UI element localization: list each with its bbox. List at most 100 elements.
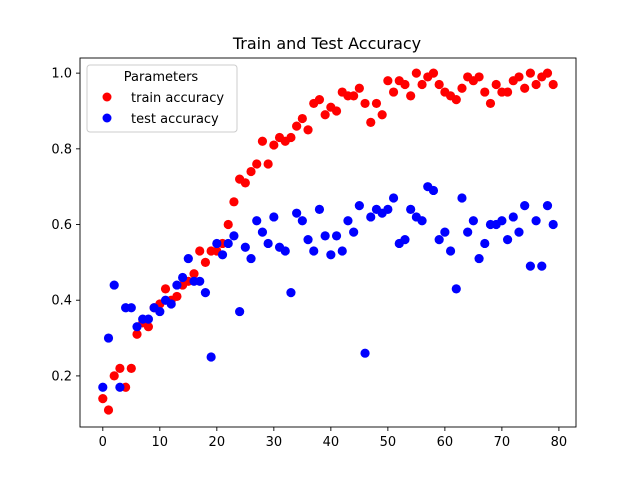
train-accuracy-point	[514, 72, 524, 82]
test-accuracy-point	[172, 280, 182, 290]
test-accuracy-point	[286, 288, 296, 298]
test-accuracy-point	[531, 216, 541, 226]
test-accuracy-point	[297, 216, 307, 226]
train-accuracy-point	[354, 83, 364, 93]
test-accuracy-point	[366, 212, 376, 222]
train-accuracy-point	[360, 98, 370, 109]
test-accuracy-point	[360, 348, 370, 358]
test-accuracy-point	[292, 208, 302, 218]
train-accuracy-point	[388, 87, 399, 97]
test-accuracy-point	[263, 238, 273, 249]
train-accuracy-point	[366, 117, 376, 127]
test-accuracy-point	[115, 382, 125, 392]
test-accuracy-point	[246, 253, 256, 264]
test-accuracy-point	[468, 216, 478, 226]
test-accuracy-point	[400, 235, 410, 245]
train-accuracy-point	[525, 68, 535, 78]
train-accuracy-point	[98, 394, 108, 404]
test-accuracy-point	[98, 382, 108, 392]
x-tick-label: 40	[323, 435, 340, 450]
train-accuracy-point	[520, 83, 530, 93]
test-accuracy-point	[212, 238, 222, 249]
test-accuracy-point	[480, 238, 490, 249]
test-accuracy-point	[349, 227, 359, 237]
test-accuracy-point	[126, 303, 136, 313]
train-accuracy-point	[103, 405, 114, 415]
train-accuracy-point	[195, 246, 205, 256]
test-accuracy-point	[143, 314, 154, 324]
test-accuracy-point	[445, 246, 456, 256]
train-accuracy-point	[132, 329, 142, 339]
train-accuracy-point	[485, 98, 496, 109]
train-accuracy-point	[502, 87, 513, 97]
test-accuracy-point	[451, 284, 461, 294]
test-accuracy-series	[98, 182, 558, 392]
train-accuracy-point	[371, 98, 382, 109]
test-accuracy-point	[155, 306, 165, 317]
train-accuracy-point	[331, 106, 342, 116]
x-tick-label: 60	[437, 435, 454, 450]
x-tick-label: 50	[380, 435, 397, 450]
test-accuracy-point	[206, 352, 216, 362]
train-accuracy-point	[303, 125, 313, 135]
train-accuracy-point	[126, 363, 136, 373]
test-accuracy-point	[303, 235, 313, 245]
train-accuracy-point	[115, 363, 125, 373]
test-accuracy-point	[383, 204, 393, 214]
test-accuracy-point	[354, 201, 364, 211]
train-accuracy-point	[200, 257, 211, 267]
train-accuracy-point	[189, 269, 199, 279]
test-accuracy-point	[309, 246, 319, 256]
train-accuracy-point	[320, 110, 330, 120]
test-accuracy-point	[542, 201, 553, 211]
train-accuracy-point	[223, 219, 233, 230]
y-tick-label: 0.4	[51, 294, 72, 309]
x-tick-label: 10	[152, 435, 169, 450]
test-accuracy-point	[417, 216, 427, 226]
test-accuracy-point	[103, 333, 114, 343]
test-accuracy-point	[388, 193, 399, 203]
x-tick-label: 70	[494, 435, 511, 450]
test-accuracy-point	[200, 288, 211, 298]
test-accuracy-point	[343, 216, 353, 226]
test-accuracy-point	[537, 261, 547, 271]
train-accuracy-point	[406, 91, 416, 101]
test-accuracy-point	[178, 272, 188, 283]
y-tick-label: 0.6	[51, 218, 72, 233]
train-accuracy-point	[531, 79, 541, 90]
train-accuracy-point	[269, 140, 279, 150]
y-tick-label: 1.0	[51, 67, 72, 82]
test-accuracy-point	[514, 227, 524, 237]
train-accuracy-point	[548, 79, 558, 90]
y-tick-label: 0.8	[51, 142, 72, 157]
test-accuracy-point	[132, 322, 142, 332]
train-accuracy-point	[480, 87, 490, 97]
train-accuracy-point	[314, 95, 325, 105]
train-accuracy-point	[229, 197, 239, 207]
train-accuracy-point	[377, 110, 387, 120]
test-accuracy-point	[166, 299, 176, 309]
test-accuracy-point	[457, 193, 467, 203]
train-accuracy-point	[457, 83, 467, 93]
train-accuracy-point	[542, 68, 553, 78]
y-tick-label: 0.2	[51, 369, 72, 384]
train-accuracy-point	[246, 166, 256, 177]
train-accuracy-point	[349, 91, 359, 101]
test-accuracy-point	[229, 231, 239, 241]
test-accuracy-point	[320, 231, 330, 241]
legend-marker-train	[102, 92, 112, 102]
train-accuracy-point	[160, 284, 171, 294]
test-accuracy-point	[497, 216, 507, 226]
legend-marker-test	[102, 113, 112, 123]
legend-label-train: train accuracy	[131, 91, 224, 106]
test-accuracy-point	[331, 231, 342, 241]
x-tick-label: 0	[99, 435, 107, 450]
train-accuracy-point	[286, 132, 296, 143]
y-axis: 0.2 0.4 0.6 0.8 1.0	[51, 67, 80, 384]
test-accuracy-point	[525, 261, 535, 271]
test-accuracy-point	[257, 227, 268, 237]
test-accuracy-point	[463, 227, 473, 237]
test-accuracy-point	[183, 253, 193, 264]
train-accuracy-point	[263, 159, 273, 169]
